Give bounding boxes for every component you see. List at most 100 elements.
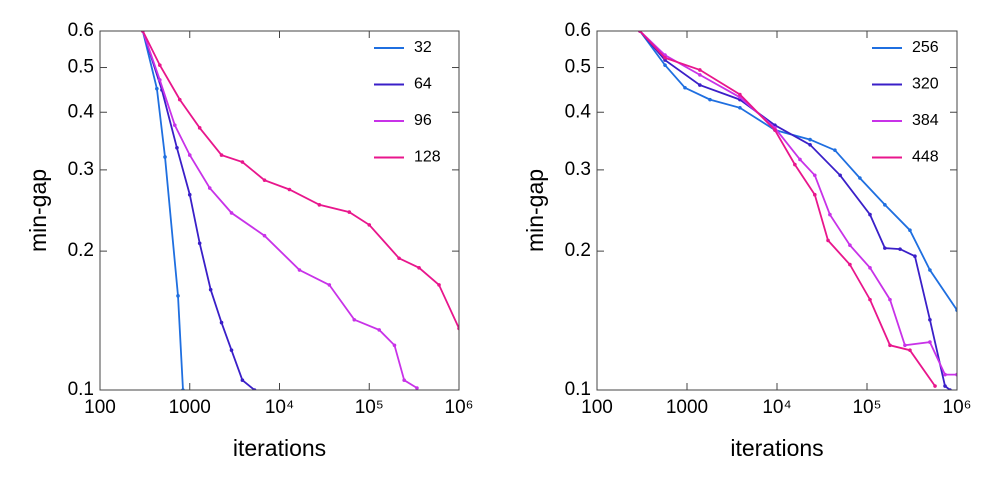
- data-point: [352, 317, 357, 322]
- legend-label: 128: [414, 149, 441, 166]
- series-line: [141, 31, 418, 389]
- x-axis-label: iterations: [730, 435, 823, 461]
- data-point: [417, 266, 421, 270]
- data-point: [793, 162, 797, 167]
- x-tick-label: 1000: [666, 397, 708, 418]
- data-point: [812, 173, 817, 178]
- data-point: [377, 328, 381, 332]
- x-axis-label: iterations: [233, 435, 326, 461]
- y-axis-label: min-gap: [522, 169, 548, 252]
- data-point: [812, 192, 817, 197]
- data-point: [367, 223, 372, 227]
- data-point: [888, 343, 892, 348]
- data-point: [317, 203, 322, 207]
- data-point: [187, 192, 192, 197]
- data-point: [826, 238, 830, 243]
- data-point: [297, 268, 302, 272]
- data-point: [240, 160, 245, 164]
- data-point: [928, 268, 932, 272]
- data-point: [240, 378, 245, 383]
- data-point: [197, 126, 202, 130]
- series-line: [141, 31, 256, 390]
- data-point: [172, 123, 177, 127]
- y-tick-label: 0.6: [565, 20, 591, 41]
- data-point: [913, 254, 917, 258]
- data-point: [219, 320, 224, 325]
- data-point: [833, 148, 837, 152]
- data-point: [229, 348, 234, 352]
- data-point: [158, 63, 162, 67]
- x-tick-label: 10⁴: [265, 397, 294, 418]
- data-point: [738, 105, 742, 110]
- x-tick-label: 1000: [169, 397, 211, 418]
- data-point: [175, 145, 179, 150]
- y-tick-label: 0.5: [68, 57, 94, 78]
- data-point: [828, 212, 832, 217]
- data-point: [155, 86, 159, 91]
- data-point: [663, 63, 667, 67]
- y-tick-label: 0.4: [68, 101, 95, 122]
- x-tick-label: 100: [84, 397, 116, 418]
- data-point: [808, 137, 812, 142]
- x-tick-label: 100: [581, 397, 613, 418]
- data-point: [883, 246, 887, 250]
- data-point: [698, 83, 702, 87]
- data-point: [698, 73, 702, 77]
- y-axis-label: min-gap: [25, 169, 51, 252]
- data-point: [327, 283, 332, 287]
- data-point: [208, 287, 213, 292]
- x-tick-label: 10⁵: [852, 397, 881, 418]
- data-point: [163, 155, 167, 159]
- series-line: [639, 31, 957, 376]
- data-point: [177, 97, 182, 102]
- data-point: [392, 343, 397, 348]
- plot-frame: [99, 30, 460, 391]
- legend-label: 384: [912, 112, 939, 129]
- data-point: [868, 297, 872, 302]
- data-point: [402, 378, 406, 383]
- data-point: [868, 266, 872, 270]
- plot-area: [638, 31, 957, 390]
- data-point: [908, 348, 912, 352]
- data-point: [187, 153, 192, 157]
- y-tick-label: 0.1: [68, 379, 94, 400]
- data-point: [663, 55, 667, 60]
- data-point: [808, 143, 812, 147]
- y-tick-label: 0.5: [565, 57, 591, 78]
- y-tick-label: 0.1: [565, 379, 591, 400]
- legend-label: 64: [414, 76, 432, 93]
- series-line: [141, 31, 184, 390]
- data-point: [708, 97, 712, 102]
- data-point: [176, 294, 180, 298]
- data-point: [838, 173, 842, 178]
- data-point: [437, 283, 441, 287]
- legend-label: 32: [414, 39, 432, 56]
- data-point: [229, 211, 234, 215]
- data-point: [262, 233, 267, 238]
- data-point: [848, 262, 852, 267]
- data-point: [898, 247, 902, 251]
- data-point: [698, 68, 702, 72]
- y-tick-label: 0.3: [565, 159, 591, 180]
- data-point: [908, 228, 912, 233]
- plot-frame: [596, 30, 958, 391]
- series-line: [141, 31, 459, 329]
- data-point: [415, 386, 419, 390]
- data-point: [868, 212, 872, 217]
- data-point: [933, 384, 937, 388]
- y-tick-label: 0.4: [565, 101, 592, 122]
- data-point: [943, 372, 947, 377]
- data-point: [888, 297, 892, 302]
- data-point: [287, 187, 292, 192]
- x-tick-label: 10⁶: [445, 397, 474, 418]
- data-point: [207, 186, 212, 190]
- x-tick-label: 10⁴: [762, 397, 791, 418]
- data-point: [773, 128, 777, 132]
- data-point: [848, 243, 852, 247]
- data-point: [928, 317, 932, 322]
- data-point: [262, 178, 267, 182]
- data-point: [883, 203, 887, 207]
- plot-area: [141, 31, 459, 390]
- data-point: [738, 92, 742, 97]
